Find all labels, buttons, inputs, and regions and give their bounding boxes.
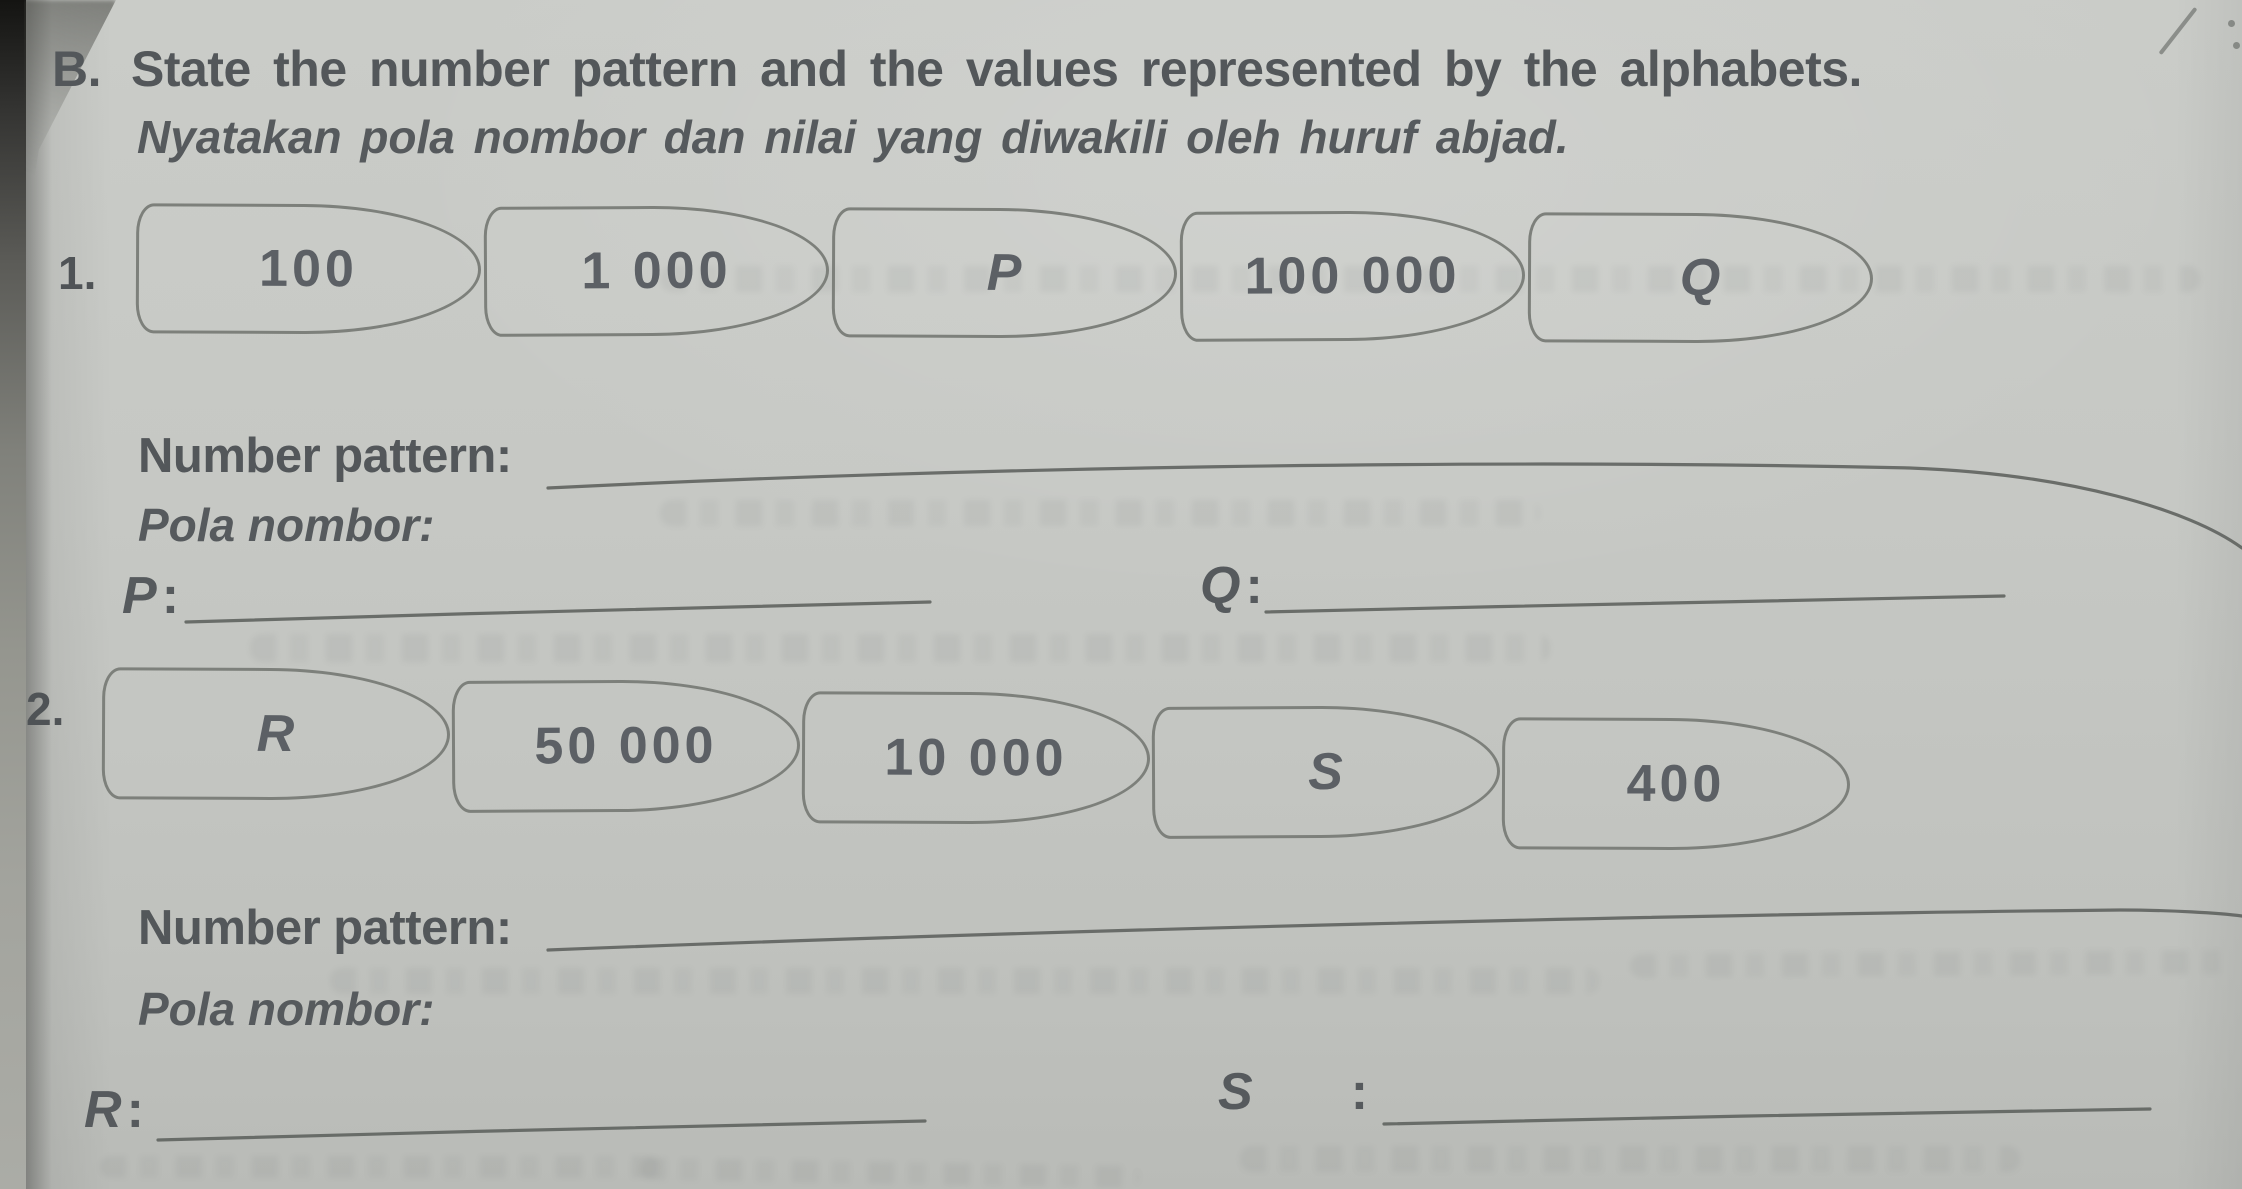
ink-speck [2233, 42, 2240, 49]
ghost-text-band [660, 500, 1540, 526]
ghost-text-band [100, 1156, 660, 1178]
ghost-text-band [660, 266, 2200, 292]
ghost-text-band [330, 968, 1600, 994]
blank-label-p: P : [122, 566, 179, 626]
answer-line-p [184, 600, 932, 624]
answer-line-number-pattern-2 [546, 908, 2242, 952]
pola-nombor-label-2: Pola nombor: [138, 983, 435, 1035]
section-title-malay: Nyatakan pola nombor dan nilai yang diwa… [137, 111, 1569, 163]
ghost-text-band [1240, 1146, 2020, 1172]
ghost-text-band [250, 634, 1550, 662]
blank-colon: : [1350, 1063, 1369, 1121]
blank-letter: P [122, 567, 157, 625]
answer-line-q [1264, 594, 2006, 614]
blank-letter: R [84, 1081, 122, 1139]
blank-colon: : [126, 1081, 144, 1139]
blank-letter: Q [1200, 557, 1241, 615]
blank-letter: S [1218, 1063, 1253, 1121]
question-1-number: 1. [58, 247, 97, 299]
question-2-number: 2. [26, 683, 65, 735]
number-pattern-label-2: Number pattern: [138, 901, 512, 955]
blank-label-q: Q : [1200, 556, 1263, 616]
blank-colon: : [161, 567, 180, 625]
number-pattern-label-1: Number pattern: [138, 429, 512, 483]
answer-line-s [1382, 1107, 2152, 1126]
section-title-english: State the number pattern and the values … [131, 41, 1862, 97]
section-heading: B. State the number pattern and the valu… [52, 40, 1862, 98]
pola-nombor-label-1: Pola nombor: [138, 499, 435, 551]
section-letter: B. [52, 41, 102, 97]
ink-speck [2228, 20, 2235, 27]
answer-line-r [156, 1119, 927, 1142]
page-edge-shadow [0, 0, 26, 1189]
blank-label-s: S : [1218, 1062, 1368, 1122]
blank-colon: : [1245, 557, 1263, 615]
blank-label-r: R : [84, 1080, 144, 1140]
answer-line-number-pattern-1 [546, 462, 2242, 550]
